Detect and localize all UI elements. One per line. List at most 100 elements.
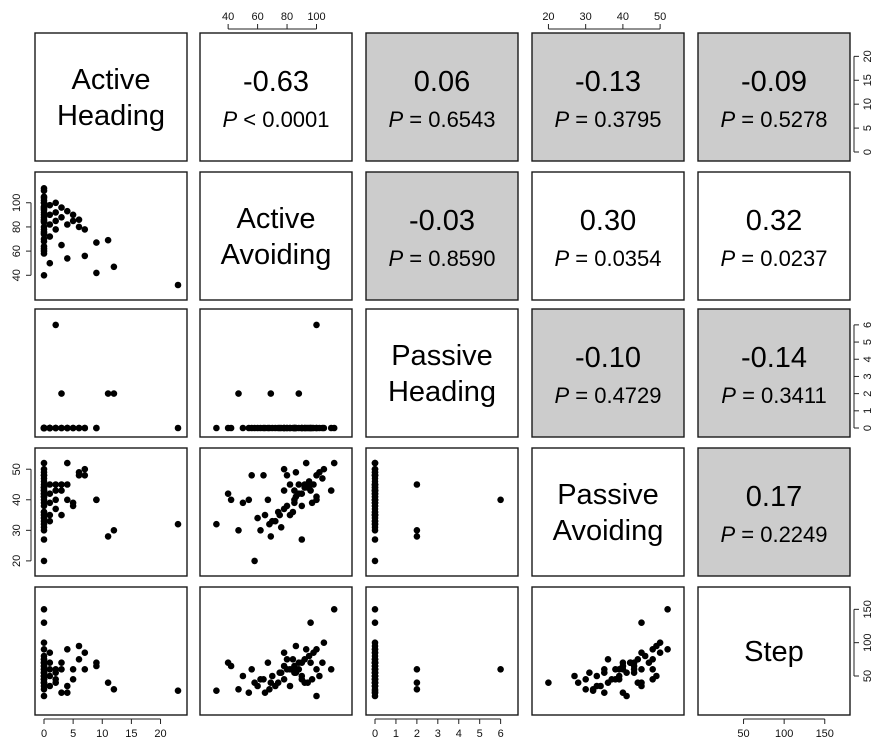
panel-1-1 [199,171,353,301]
point-4-3-39 [638,619,645,626]
right-tick-label-row4: 100 [862,633,874,651]
point-4-1-13 [298,659,306,666]
point-3-1-40 [292,493,300,501]
point-3-2-52 [371,469,379,476]
point-4-3-47 [623,692,630,700]
point-4-1-12 [310,649,317,656]
point-4-1-31 [280,649,288,656]
point-1-0-44 [40,211,48,219]
point-4-1-43 [266,686,273,693]
panel-1-4 [697,171,851,301]
point-4-1-29 [292,642,300,650]
right-tick-label-row2: 6 [862,322,874,328]
point-4-1-46 [327,666,335,673]
point-4-0-0 [40,606,48,613]
point-4-0-36 [110,686,118,693]
point-3-0-50 [40,524,48,531]
point-2-0-54 [40,424,48,432]
correlation-value-3-4: 0.17 [746,481,802,513]
point-4-1-45 [319,659,326,666]
point-3-1-20 [280,505,288,513]
point-4-1-40 [292,669,300,676]
point-2-0-36 [110,390,118,397]
point-2-0-20 [52,424,59,432]
right-tick-label-row4: 50 [862,670,874,682]
bottom-tick-label-col2: 4 [456,728,462,740]
point-4-0-37 [174,687,182,694]
point-3-2-11 [371,557,379,565]
point-4-0-1 [40,639,48,646]
point-4-3-12 [638,649,645,656]
point-3-1-38 [260,472,267,479]
right-tick-label-row0: 10 [862,98,874,110]
point-4-3-36 [582,686,589,693]
panel-0-0 [34,32,188,162]
point-1-0-29 [75,216,83,223]
point-3-2-54 [371,484,379,491]
diagonal-label-st-0: Step [744,636,804,668]
point-4-2-0 [371,606,379,613]
point-3-0-0 [40,459,48,467]
point-4-0-27 [69,666,77,673]
point-1-0-28 [69,211,77,219]
point-3-0-12 [46,481,54,488]
point-4-3-49 [604,656,612,663]
bottom-tick-label-col4: 150 [816,728,834,740]
point-4-1-20 [280,676,288,683]
point-3-0-37 [174,520,182,528]
point-4-2-22 [413,666,421,673]
right-tick-label-row2: 1 [862,408,874,414]
p-value-0-4: P = 0.5278 [720,107,827,132]
point-4-1-32 [248,666,255,673]
point-3-0-48 [40,499,48,507]
point-3-1-30 [283,472,291,479]
point-1-0-49 [40,218,48,226]
point-3-1-11 [251,557,258,565]
point-3-1-35 [267,533,275,540]
point-4-1-41 [280,662,288,670]
point-4-1-24 [302,646,310,653]
point-1-0-30 [75,223,83,231]
p-value-1-3: P = 0.0354 [554,246,661,271]
bottom-tick-label-col4: 100 [775,728,793,740]
point-3-1-44 [298,536,306,543]
point-2-1-36 [235,390,242,397]
point-2-1-54 [304,424,312,432]
point-3-1-22 [295,481,303,488]
point-4-3-23 [601,689,608,696]
point-2-0-22 [58,390,65,397]
point-3-0-35 [104,533,112,540]
correlation-value-0-3: -0.13 [575,66,641,98]
left-tick-label-row3: 40 [11,494,23,506]
point-3-0-36 [110,527,118,534]
point-4-3-50 [586,669,593,676]
point-3-1-50 [277,524,285,531]
point-4-1-36 [235,686,242,693]
point-4-2-39 [371,619,379,626]
point-4-0-23 [58,689,65,696]
point-4-1-54 [304,679,312,686]
point-1-0-21 [58,204,65,211]
point-4-3-42 [604,679,612,686]
point-4-1-51 [254,682,261,690]
point-3-0-54 [40,484,48,491]
point-4-1-30 [283,656,291,663]
correlation-value-0-1: -0.63 [243,66,309,98]
point-4-3-51 [597,682,604,690]
point-3-1-51 [254,514,261,522]
bottom-tick-label-col4: 50 [737,728,749,740]
left-tick-label-row3: 30 [11,524,23,536]
point-3-0-52 [40,469,48,476]
point-3-2-35 [413,533,421,540]
point-3-0-31 [81,465,89,473]
point-3-0-16 [46,499,54,507]
panel-2-4 [697,308,851,438]
point-1-0-25 [64,221,71,228]
point-3-0-53 [40,490,48,498]
p-value-0-2: P = 0.6543 [388,107,495,132]
correlation-value-1-4: 0.32 [746,205,802,237]
point-3-2-24 [371,459,379,467]
point-3-2-45 [371,475,379,482]
diagonal-label-pa-0: Passive [557,479,659,511]
